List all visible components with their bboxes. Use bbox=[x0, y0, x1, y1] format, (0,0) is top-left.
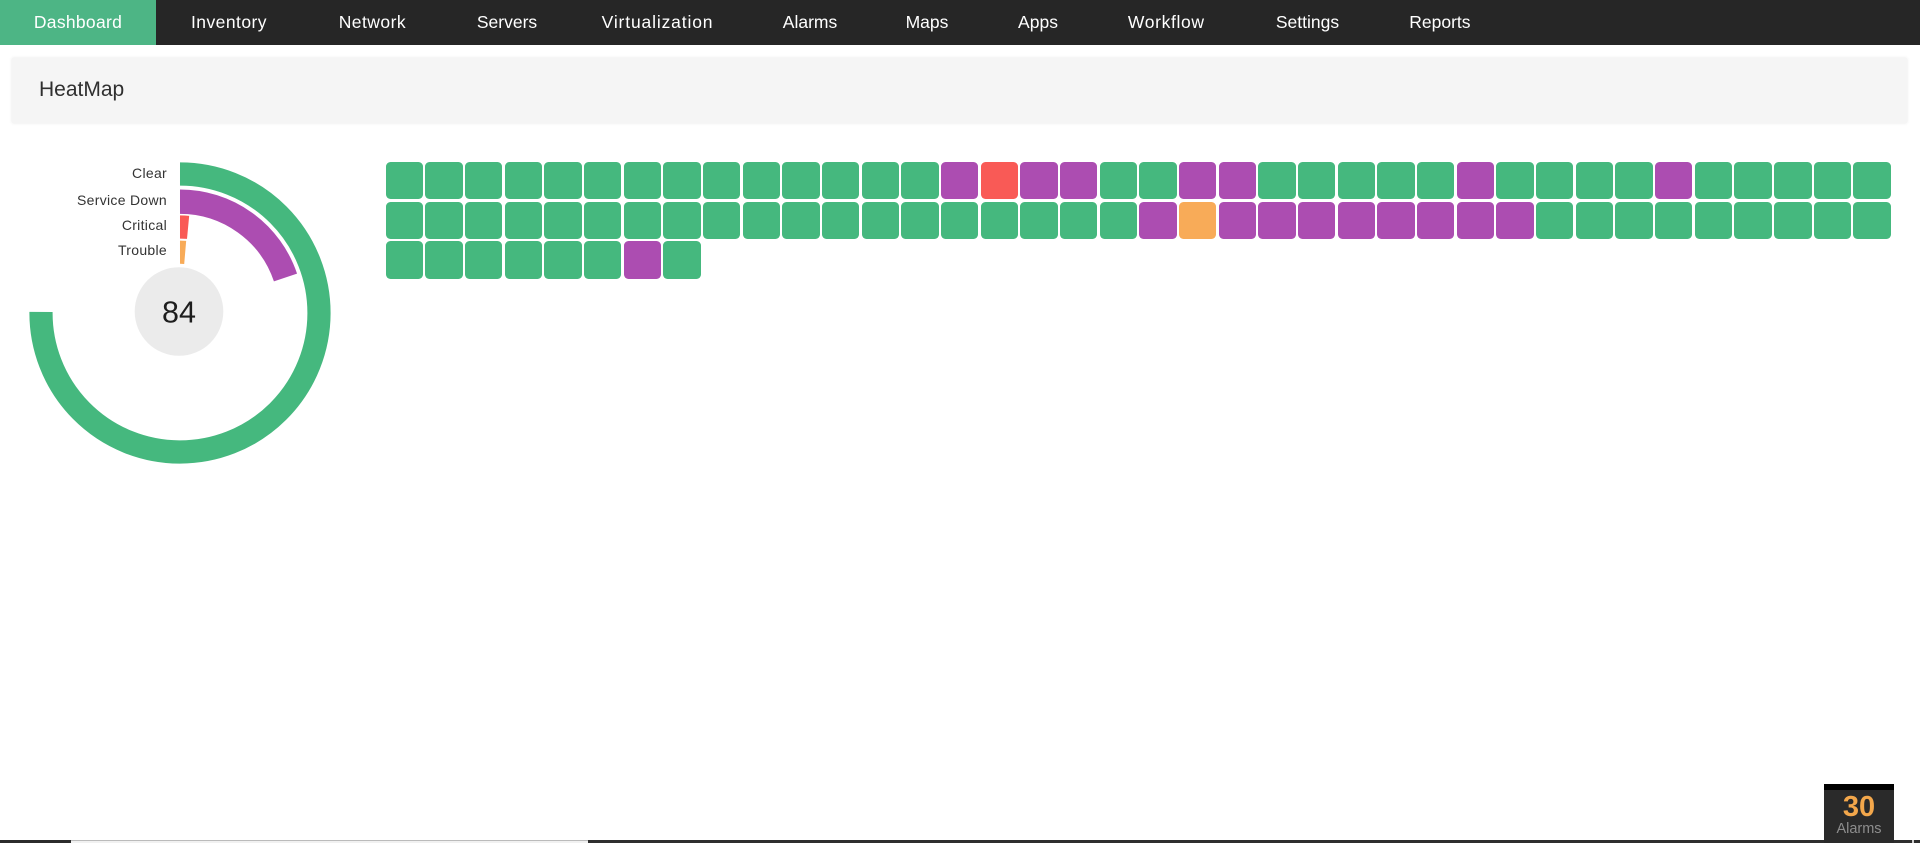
svg-text:84: 84 bbox=[162, 296, 196, 330]
